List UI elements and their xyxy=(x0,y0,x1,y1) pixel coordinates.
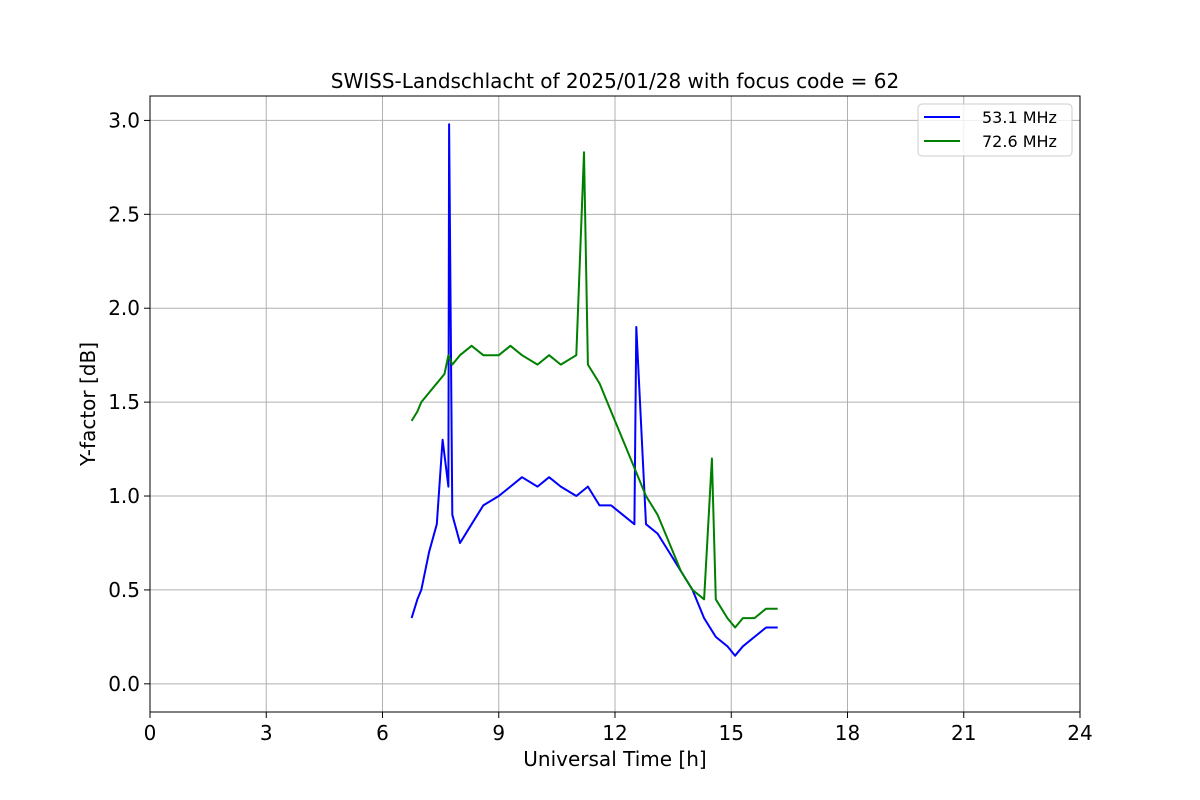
x-tick-label: 6 xyxy=(376,721,389,745)
series-layer xyxy=(410,123,778,657)
x-tick-label: 12 xyxy=(602,721,627,745)
x-axis-label: Universal Time [h] xyxy=(523,747,706,771)
chart-title: SWISS-Landschlacht of 2025/01/28 with fo… xyxy=(331,69,899,93)
y-tick-label: 1.5 xyxy=(108,390,140,414)
x-tick-label: 21 xyxy=(951,721,976,745)
x-tick-label: 9 xyxy=(492,721,505,745)
x-tick-label: 0 xyxy=(144,721,157,745)
y-axis-label: Y-factor [dB] xyxy=(76,342,100,467)
y-axis-ticks: 0.0 0.5 1.0 1.5 2.0 2.5 3.0 xyxy=(108,108,150,696)
y-tick-label: 2.0 xyxy=(108,296,140,320)
x-axis-ticks: 0 3 6 9 12 15 18 21 24 xyxy=(144,712,1093,745)
y-tick-label: 2.5 xyxy=(108,202,140,226)
x-tick-label: 3 xyxy=(260,721,273,745)
legend-label-53mhz: 53.1 MHz xyxy=(982,108,1057,127)
y-tick-label: 1.0 xyxy=(108,484,140,508)
series-line-1 xyxy=(410,151,778,629)
y-tick-label: 0.5 xyxy=(108,578,140,602)
x-tick-label: 15 xyxy=(719,721,744,745)
y-tick-label: 3.0 xyxy=(108,108,140,132)
x-tick-label: 24 xyxy=(1067,721,1092,745)
x-tick-label: 18 xyxy=(835,721,860,745)
y-tick-label: 0.0 xyxy=(108,672,140,696)
legend-label-72mhz: 72.6 MHz xyxy=(982,132,1057,151)
legend: 53.1 MHz 72.6 MHz xyxy=(917,103,1073,157)
series-line-0 xyxy=(410,123,778,657)
